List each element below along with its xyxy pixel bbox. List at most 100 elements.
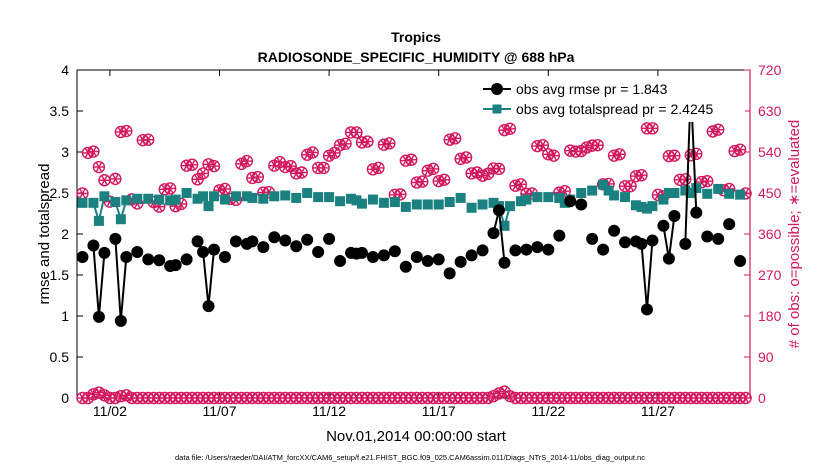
rmse-point bbox=[410, 250, 423, 263]
obs-evaluated-point-stroke bbox=[462, 152, 470, 163]
rmse-point bbox=[191, 235, 204, 248]
rmse-point bbox=[218, 250, 231, 263]
obs-evaluated-point bbox=[318, 162, 330, 174]
obs-evaluated-point bbox=[400, 155, 412, 166]
obs-evaluated-point-stroke bbox=[95, 161, 103, 173]
obs-evaluated-point-stroke bbox=[144, 134, 152, 145]
spread-point bbox=[219, 194, 230, 205]
obs-evaluated-point bbox=[356, 137, 368, 148]
obs-evaluated-point-stroke bbox=[638, 170, 645, 181]
spread-point bbox=[181, 188, 192, 198]
rmse-point bbox=[76, 250, 89, 263]
plot-area: 11/02 11/07 11/12 11/17 11/22 11/27 0 0.5 1 1.5 2 2… bbox=[50, 62, 782, 419]
rmse-point bbox=[520, 243, 533, 256]
obs-evaluated-point-stroke bbox=[714, 124, 722, 135]
y-left-tick-label: 3 bbox=[61, 144, 69, 160]
rmse-point bbox=[542, 243, 555, 256]
x-tick-label: 11/02 bbox=[93, 403, 127, 419]
obs-evaluated-point bbox=[460, 152, 472, 163]
obs-evaluated-point-stroke bbox=[534, 140, 541, 152]
obs-evaluated-point bbox=[712, 124, 724, 135]
rmse-point bbox=[334, 255, 347, 268]
rmse-point bbox=[619, 236, 632, 249]
obs-evaluated-point-stroke bbox=[188, 159, 196, 170]
obs-evaluated-point-stroke bbox=[473, 167, 481, 178]
obs-evaluated-point-stroke bbox=[583, 142, 591, 153]
rmse-point bbox=[388, 245, 401, 258]
obs-evaluated-point-stroke bbox=[539, 140, 547, 151]
obs-rejected-point-asterisk-stroke bbox=[501, 386, 508, 397]
obs-evaluated-point-stroke bbox=[90, 146, 97, 157]
spread-point bbox=[209, 191, 220, 202]
obs-evaluated-point-stroke bbox=[517, 179, 525, 190]
obs-evaluated-point bbox=[498, 125, 510, 136]
obs-evaluated-point-stroke bbox=[654, 189, 662, 200]
y-right-tick-label: 450 bbox=[758, 185, 782, 201]
obs-evaluated-point-stroke bbox=[210, 161, 218, 172]
obs-evaluated-point bbox=[115, 126, 127, 138]
obs-evaluated-point-stroke bbox=[243, 155, 251, 167]
rmse-point bbox=[454, 255, 467, 268]
rmse-point bbox=[657, 219, 670, 232]
obs-evaluated-point-stroke bbox=[610, 150, 618, 161]
obs-evaluated-point bbox=[734, 144, 746, 155]
rmse-point bbox=[734, 255, 747, 268]
y-right-tick-label: 360 bbox=[758, 226, 782, 242]
obs-evaluated-point bbox=[493, 163, 505, 174]
chart-title-line2: RADIOSONDE_SPECIFIC_HUMIDITY @ 688 hPa bbox=[258, 49, 575, 65]
rmse-point bbox=[114, 314, 127, 327]
obs-evaluated-point bbox=[142, 134, 154, 145]
rmse-point bbox=[366, 250, 379, 263]
rmse-point bbox=[465, 249, 478, 262]
obs-evaluated-point bbox=[416, 176, 428, 187]
rmse-point bbox=[509, 244, 522, 257]
rmse-point bbox=[432, 253, 445, 266]
spread-point bbox=[477, 199, 488, 210]
obs-evaluated-point-stroke bbox=[353, 127, 360, 138]
obs-evaluated-point-stroke bbox=[320, 162, 327, 174]
spread-point bbox=[713, 183, 724, 194]
rmse-point bbox=[679, 237, 692, 250]
y-left-tick-label: 1 bbox=[61, 308, 69, 324]
obs-evaluated-point-stroke bbox=[249, 172, 256, 184]
obs-evaluated-point-stroke bbox=[194, 174, 201, 185]
spread-point bbox=[170, 194, 181, 205]
spread-point bbox=[110, 197, 121, 208]
y-left-tick-label: 1.5 bbox=[50, 267, 70, 283]
legend-box bbox=[475, 78, 745, 122]
spread-point bbox=[77, 197, 88, 208]
rmse-point bbox=[92, 310, 105, 323]
spread-point bbox=[132, 193, 143, 204]
rmse-point bbox=[355, 246, 368, 259]
obs-evaluated-point bbox=[427, 163, 439, 174]
obs-evaluated-point bbox=[87, 146, 99, 157]
rmse-point bbox=[399, 260, 412, 273]
y-left-tick-label: 3.5 bbox=[50, 103, 70, 119]
y-right-tick-label: 720 bbox=[758, 62, 782, 78]
obs-evaluated-point bbox=[466, 168, 478, 179]
spread-point bbox=[576, 188, 587, 198]
data-file-footer: data file: /Users/raeder/DAI/ATM_forcXX/… bbox=[175, 453, 645, 462]
rmse-point bbox=[668, 209, 681, 222]
obs-evaluated-point-stroke bbox=[101, 175, 108, 186]
obs-evaluated-point bbox=[98, 175, 110, 186]
spread-point bbox=[247, 192, 258, 203]
obs-evaluated-point bbox=[668, 150, 680, 161]
rmse-point bbox=[290, 240, 303, 253]
rmse-point bbox=[257, 241, 270, 254]
obs-evaluated-point-stroke bbox=[649, 123, 656, 134]
rmse-point bbox=[640, 303, 653, 316]
spread-point bbox=[230, 191, 241, 202]
obs-evaluated-point-stroke bbox=[501, 125, 508, 136]
obs-evaluated-point bbox=[729, 145, 741, 157]
rmse-point bbox=[377, 249, 390, 262]
spread-point bbox=[324, 192, 335, 203]
spread-point bbox=[433, 199, 444, 210]
obs-evaluated-point bbox=[307, 147, 319, 158]
spread-point bbox=[422, 199, 433, 210]
obs-evaluated-point-stroke bbox=[84, 147, 92, 159]
obs-evaluated-point bbox=[120, 125, 132, 137]
spread-point bbox=[313, 192, 324, 203]
obs-evaluated-point-stroke bbox=[550, 150, 558, 161]
obs-evaluated-point-stroke bbox=[221, 183, 229, 195]
